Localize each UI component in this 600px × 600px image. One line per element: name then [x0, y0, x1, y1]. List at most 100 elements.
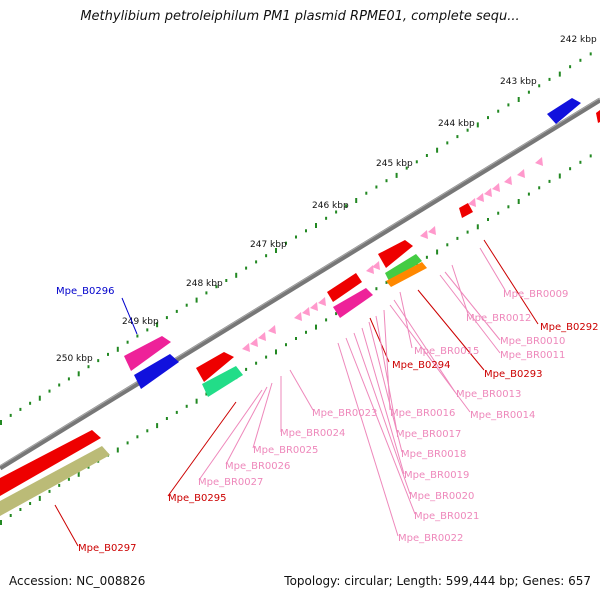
- gene-label[interactable]: Mpe_BR0014: [470, 410, 535, 421]
- gene-label[interactable]: Mpe_BR0010: [500, 336, 565, 347]
- gene-label[interactable]: Mpe_BR0021: [414, 511, 479, 522]
- rna-feature[interactable]: [372, 261, 380, 270]
- kbp-label: 246 kbp: [312, 201, 349, 211]
- rna-feature[interactable]: [294, 312, 302, 321]
- rna-feature[interactable]: [242, 343, 250, 352]
- major-tick: [0, 520, 2, 525]
- gene-label[interactable]: Mpe_BR0023: [312, 408, 377, 419]
- rna-feature[interactable]: [268, 325, 276, 334]
- cds-magenta-feature[interactable]: [124, 336, 171, 371]
- connector: [444, 271, 501, 341]
- minor-tick: [165, 417, 168, 420]
- cds-lime-feature[interactable]: [385, 254, 422, 283]
- minor-tick: [255, 260, 258, 264]
- rna-feature[interactable]: [428, 226, 436, 235]
- kbp-label: 242 kbp: [560, 35, 597, 45]
- minor-tick: [245, 266, 248, 270]
- minor-tick: [136, 435, 139, 439]
- gene-label[interactable]: Mpe_B0297: [78, 543, 136, 554]
- cds-red-feature[interactable]: [378, 240, 413, 268]
- minor-tick: [527, 90, 530, 94]
- topology-info-text: Topology: circular; Length: 599,444 bp; …: [284, 574, 591, 588]
- minor-tick: [335, 312, 338, 316]
- rna-feature[interactable]: [484, 188, 492, 197]
- rna-feature[interactable]: [492, 183, 500, 192]
- gene-label[interactable]: Mpe_BR0018: [401, 449, 466, 460]
- minor-tick: [126, 340, 129, 344]
- gene-label[interactable]: Mpe_BR0019: [404, 470, 469, 481]
- gene-label[interactable]: Mpe_BR0024: [280, 428, 345, 439]
- gene-label[interactable]: Mpe_BR0027: [198, 477, 263, 488]
- minor-tick: [548, 179, 551, 183]
- gene-label[interactable]: Mpe_BR0013: [456, 389, 521, 400]
- cds-magenta-feature[interactable]: [333, 288, 373, 318]
- cds-red-feature[interactable]: [196, 352, 234, 382]
- minor-tick: [446, 141, 449, 145]
- minor-tick: [295, 337, 297, 340]
- minor-tick: [487, 218, 489, 221]
- rna-feature[interactable]: [366, 265, 374, 274]
- kbp-label: 244 kbp: [438, 119, 475, 129]
- gene-label[interactable]: Mpe_BR0015: [414, 346, 479, 357]
- gene-label[interactable]: Mpe_B0292: [540, 322, 598, 333]
- connector: [345, 337, 416, 515]
- cds-olive-feature[interactable]: [0, 446, 110, 516]
- rna-feature[interactable]: [258, 332, 266, 341]
- gene-label[interactable]: Mpe_BR0026: [225, 461, 290, 472]
- cds-blue-feature[interactable]: [134, 354, 179, 389]
- connector-lines: [54, 239, 539, 547]
- connector: [167, 401, 237, 497]
- gene-label[interactable]: Mpe_BR0012: [466, 313, 531, 324]
- minor-tick: [497, 109, 500, 113]
- cds-red-feature[interactable]: [596, 110, 600, 123]
- gene-label[interactable]: Mpe_BR0017: [396, 429, 461, 440]
- minor-tick: [165, 316, 168, 320]
- gene-label[interactable]: Mpe_BR0025: [253, 445, 318, 456]
- minor-tick: [29, 502, 32, 505]
- gene-label[interactable]: Mpe_BR0009: [503, 289, 568, 300]
- major-tick: [77, 471, 80, 477]
- kbp-label: 248 kbp: [186, 279, 223, 289]
- cds-red-feature[interactable]: [459, 203, 473, 218]
- rna-feature[interactable]: [302, 307, 310, 316]
- rna-feature[interactable]: [517, 169, 525, 178]
- gene-label[interactable]: Mpe_B0295: [168, 493, 226, 504]
- rna-feature[interactable]: [250, 338, 258, 347]
- connector: [337, 342, 399, 537]
- cds-red-feature[interactable]: [0, 430, 101, 496]
- rna-feature[interactable]: [420, 230, 428, 239]
- gene-label[interactable]: Mpe_B0296: [56, 286, 114, 297]
- gene-label[interactable]: Mpe_B0293: [484, 369, 542, 380]
- major-tick: [476, 224, 479, 230]
- outer-tick-track: [0, 52, 592, 425]
- cds-red-feature[interactable]: [327, 273, 362, 302]
- minor-tick: [9, 413, 12, 417]
- major-tick: [156, 423, 159, 429]
- rna-feature[interactable]: [476, 193, 484, 202]
- major-tick: [517, 199, 520, 204]
- gene-label[interactable]: Mpe_BR0020: [409, 491, 474, 502]
- minor-tick: [19, 407, 22, 411]
- kbp-label: 247 kbp: [250, 240, 287, 250]
- cds-blue-feature[interactable]: [547, 98, 581, 124]
- gene-label[interactable]: Mpe_BR0011: [500, 350, 565, 361]
- rna-feature[interactable]: [318, 297, 326, 306]
- minor-tick: [58, 383, 61, 387]
- minor-tick: [345, 204, 348, 208]
- rna-feature[interactable]: [468, 198, 476, 207]
- connector: [225, 386, 268, 465]
- rna-feature[interactable]: [310, 302, 318, 311]
- minor-tick: [325, 318, 328, 322]
- rna-feature[interactable]: [535, 157, 543, 166]
- major-tick: [315, 223, 317, 228]
- cds-orange-feature[interactable]: [386, 262, 427, 287]
- rna-feature[interactable]: [504, 176, 512, 185]
- gene-label[interactable]: Mpe_B0294: [392, 360, 450, 371]
- backbone-line: [0, 97, 600, 471]
- minor-tick: [405, 166, 408, 170]
- gene-label[interactable]: Mpe_BR0016: [390, 408, 455, 419]
- minor-tick: [285, 241, 287, 245]
- minor-tick: [29, 401, 32, 405]
- gene-label[interactable]: Mpe_BR0022: [398, 533, 463, 544]
- cds-green-feature[interactable]: [202, 366, 243, 397]
